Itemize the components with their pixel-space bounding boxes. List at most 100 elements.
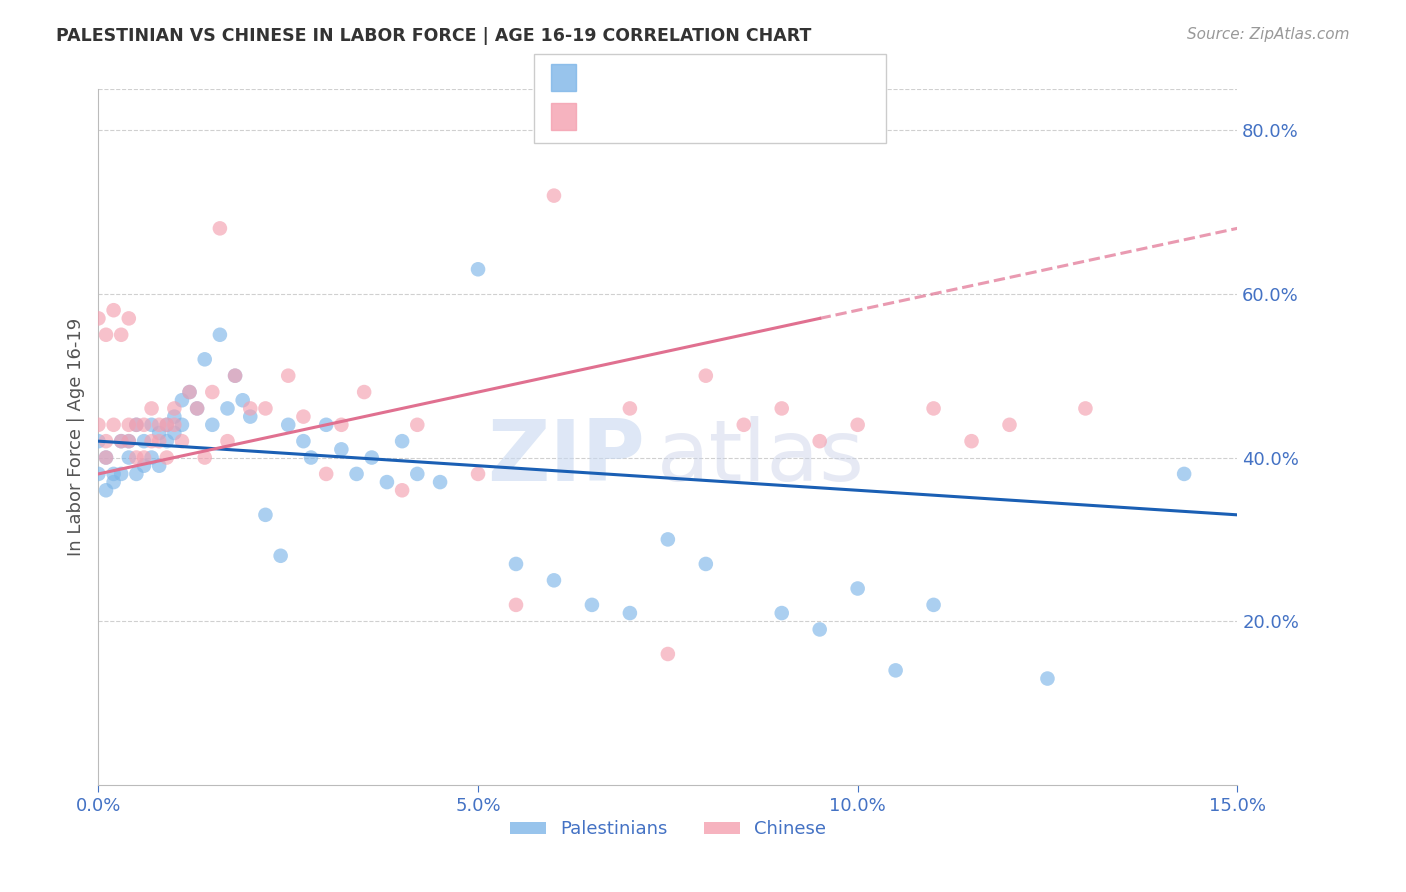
Point <box>467 467 489 481</box>
Point <box>110 434 132 449</box>
Point <box>391 434 413 449</box>
Point <box>170 393 193 408</box>
Point <box>87 434 110 449</box>
Point <box>353 385 375 400</box>
Text: N =: N = <box>696 68 752 87</box>
Point <box>118 434 141 449</box>
Point <box>277 417 299 432</box>
Point <box>163 409 186 424</box>
Text: ZIP: ZIP <box>488 417 645 500</box>
Text: PALESTINIAN VS CHINESE IN LABOR FORCE | AGE 16-19 CORRELATION CHART: PALESTINIAN VS CHINESE IN LABOR FORCE | … <box>56 27 811 45</box>
Point <box>315 417 337 432</box>
Point <box>87 311 110 326</box>
Point <box>1173 467 1195 481</box>
Point <box>125 450 148 465</box>
Point <box>770 401 793 416</box>
Point <box>110 434 132 449</box>
Point <box>94 483 117 498</box>
Point <box>103 303 125 318</box>
Point <box>103 475 125 489</box>
Point <box>125 417 148 432</box>
Point <box>657 647 679 661</box>
Point <box>194 352 217 367</box>
Point <box>163 425 186 440</box>
Point <box>194 450 217 465</box>
Point <box>657 533 679 547</box>
Point <box>299 450 322 465</box>
Point <box>132 434 155 449</box>
Point <box>254 401 277 416</box>
Point <box>315 467 337 481</box>
Point <box>141 434 163 449</box>
Point <box>360 450 382 465</box>
Point <box>391 483 413 498</box>
Point <box>884 664 907 678</box>
Point <box>170 434 193 449</box>
Point <box>103 417 125 432</box>
Point <box>87 467 110 481</box>
Point <box>505 598 527 612</box>
Point <box>141 417 163 432</box>
Point <box>406 467 429 481</box>
Point <box>217 434 239 449</box>
Point <box>125 467 148 481</box>
Point <box>808 623 831 637</box>
Point <box>179 385 201 400</box>
Point <box>132 458 155 473</box>
Point <box>808 434 831 449</box>
Text: R =: R = <box>588 68 630 87</box>
Point <box>270 549 292 563</box>
Point <box>846 417 869 432</box>
Point <box>103 467 125 481</box>
Point <box>156 434 179 449</box>
Point <box>224 368 246 383</box>
Point <box>346 467 368 481</box>
Point <box>148 458 170 473</box>
Point <box>239 401 262 416</box>
Point <box>232 393 254 408</box>
Point <box>330 417 353 432</box>
Point <box>201 417 224 432</box>
Point <box>770 606 793 620</box>
Text: Source: ZipAtlas.com: Source: ZipAtlas.com <box>1187 27 1350 42</box>
Point <box>132 417 155 432</box>
Point <box>922 598 945 612</box>
Point <box>125 417 148 432</box>
Point <box>118 434 141 449</box>
Point <box>695 557 717 571</box>
Point <box>156 450 179 465</box>
Point <box>960 434 983 449</box>
Point <box>118 311 141 326</box>
Point <box>733 417 755 432</box>
Point <box>1036 672 1059 686</box>
Point <box>505 557 527 571</box>
Point <box>998 417 1021 432</box>
Point <box>118 450 141 465</box>
Text: -0.140: -0.140 <box>626 68 695 87</box>
Text: 55: 55 <box>752 107 779 127</box>
Legend: Palestinians, Chinese: Palestinians, Chinese <box>502 814 834 846</box>
Point <box>94 450 117 465</box>
Point <box>87 417 110 432</box>
Point <box>156 417 179 432</box>
Point <box>94 327 117 342</box>
Point <box>156 417 179 432</box>
Y-axis label: In Labor Force | Age 16-19: In Labor Force | Age 16-19 <box>66 318 84 557</box>
Point <box>217 401 239 416</box>
Point <box>110 467 132 481</box>
Point <box>186 401 208 416</box>
Point <box>170 417 193 432</box>
Point <box>581 598 603 612</box>
Point <box>148 417 170 432</box>
Point <box>208 327 231 342</box>
Text: R =: R = <box>588 107 637 127</box>
Text: N =: N = <box>696 107 752 127</box>
Point <box>179 385 201 400</box>
Text: 0.268: 0.268 <box>630 107 692 127</box>
Point <box>406 417 429 432</box>
Point <box>239 409 262 424</box>
Point <box>163 401 186 416</box>
Point <box>846 582 869 596</box>
Point <box>375 475 398 489</box>
Point <box>141 401 163 416</box>
